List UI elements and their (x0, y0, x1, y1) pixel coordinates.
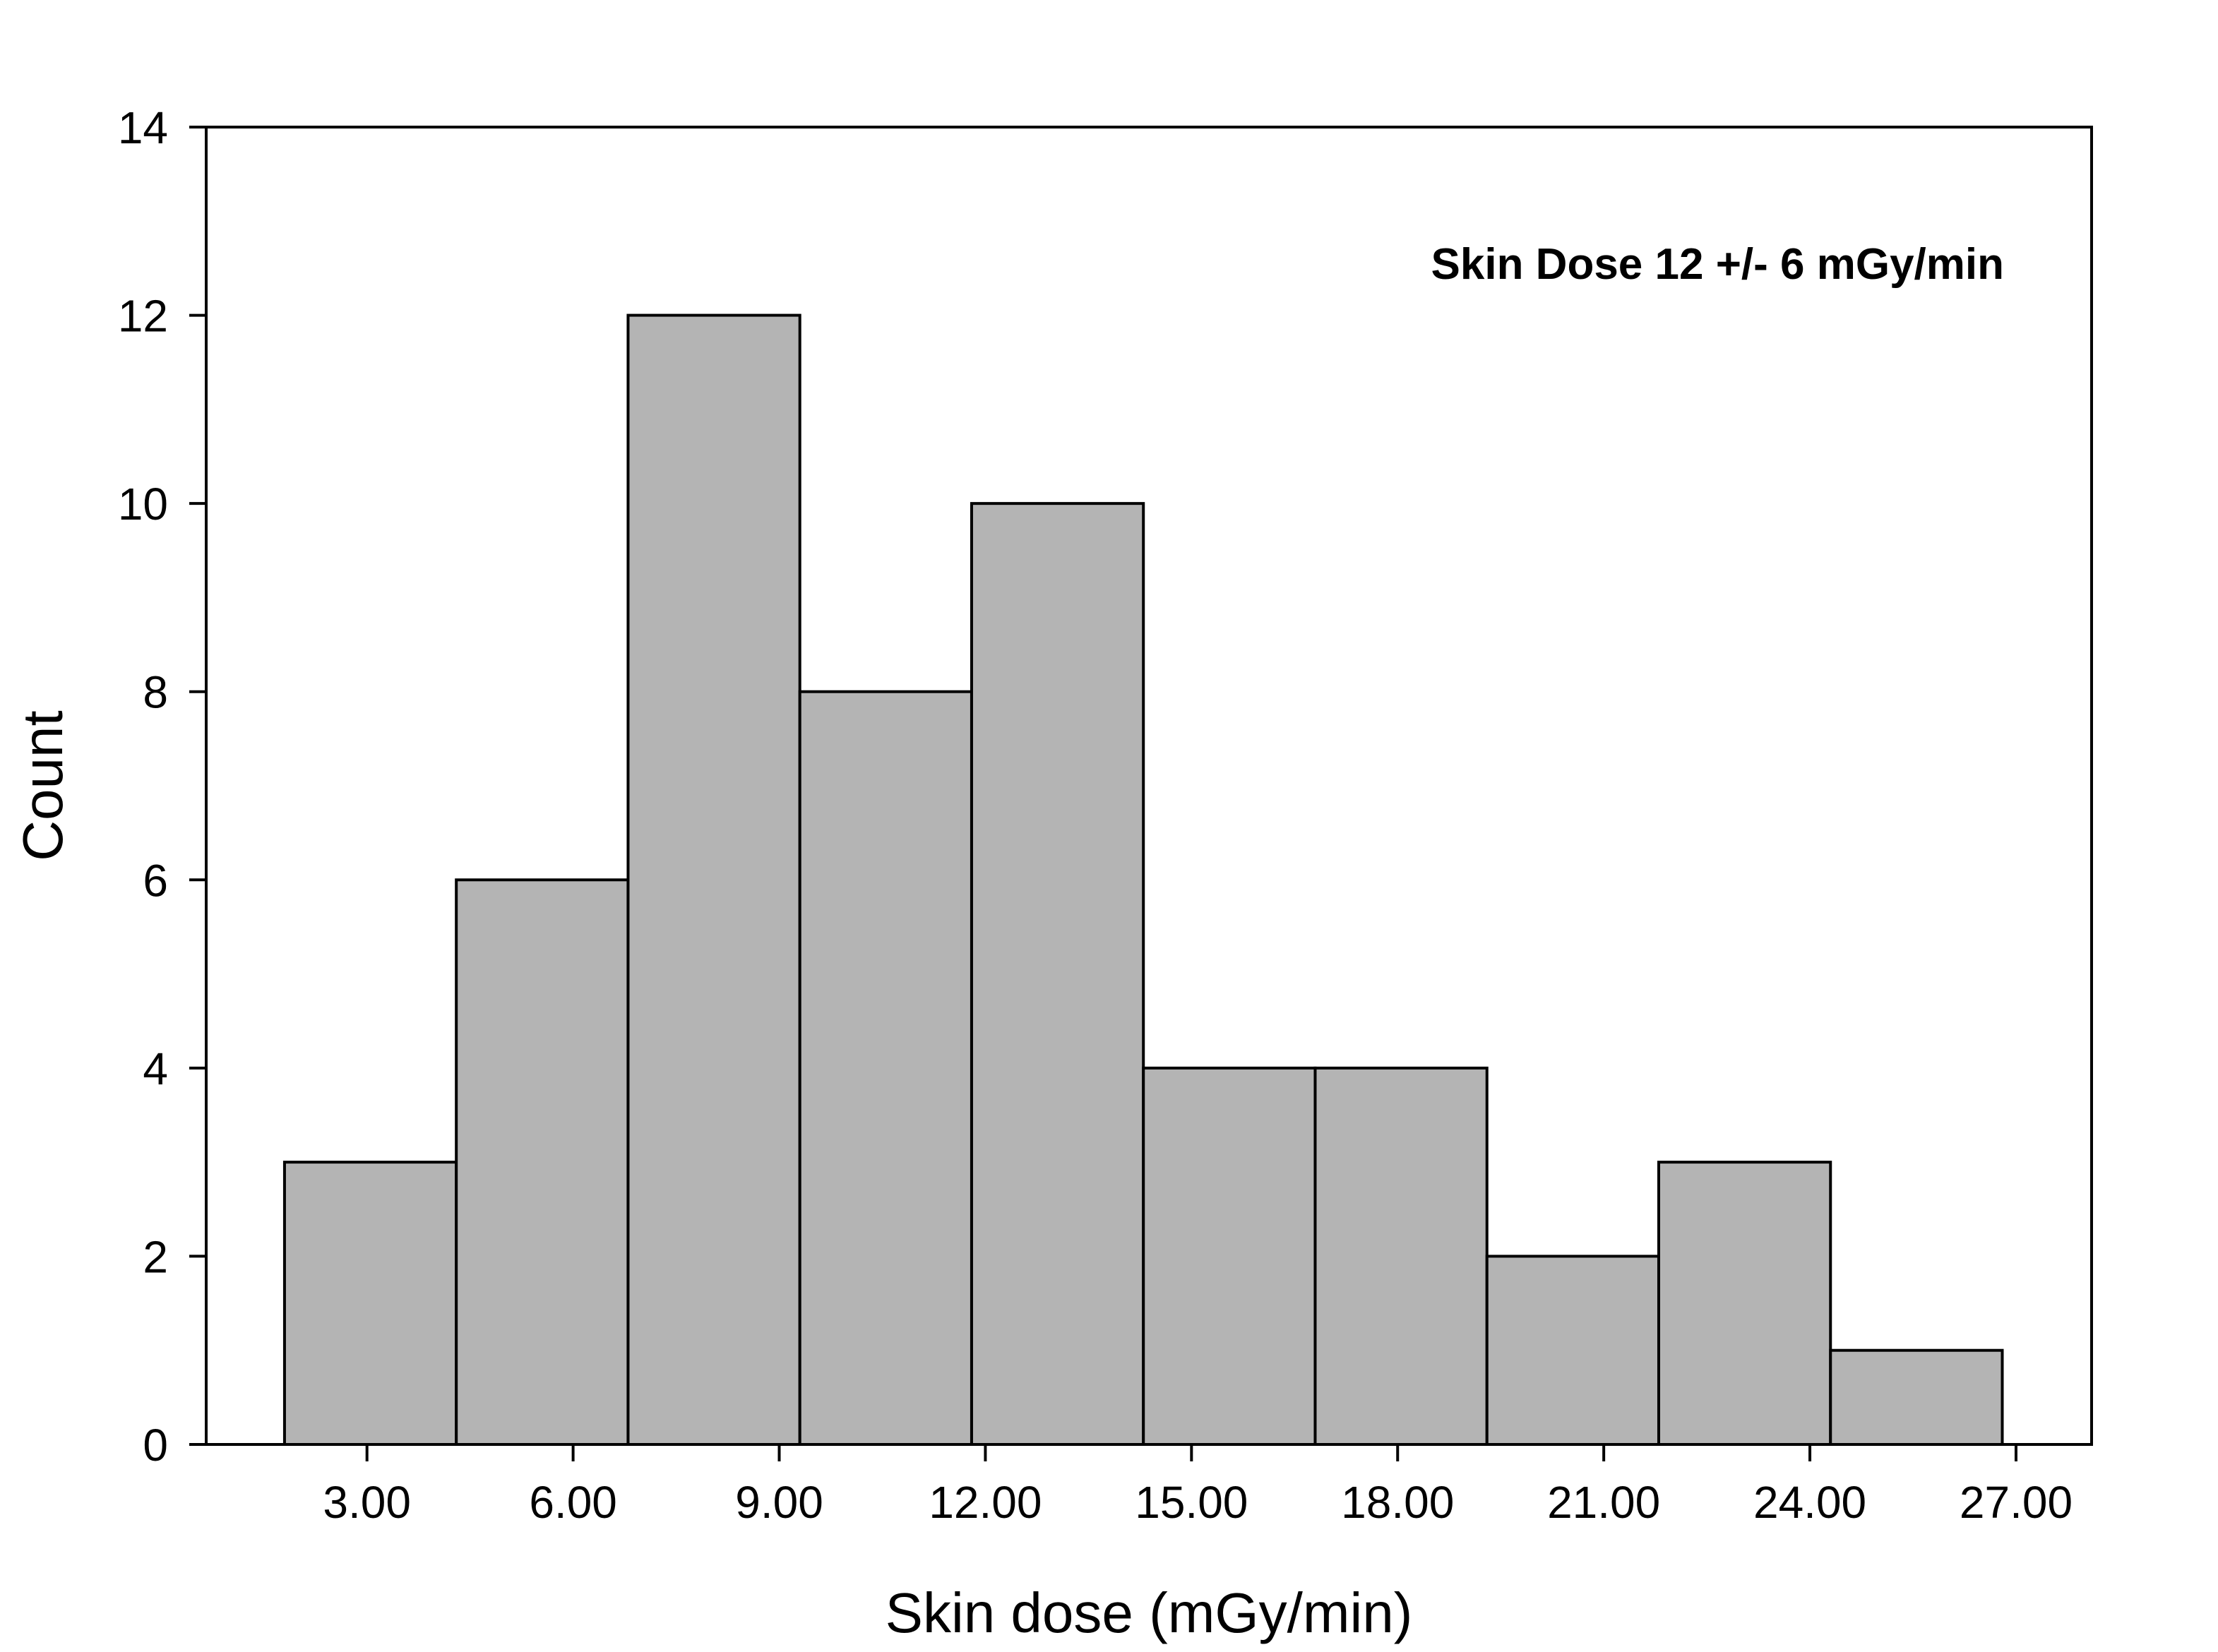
x-tick-label: 21.00 (1547, 1477, 1660, 1528)
histogram-bar-10 (1829, 1348, 2004, 1446)
histogram-bar-9 (1657, 1161, 1832, 1446)
y-axis-title: Count (11, 710, 74, 861)
plot-frame (205, 126, 2093, 1446)
histogram-bar-6 (1142, 1066, 1317, 1447)
histogram-bar-5 (970, 502, 1145, 1447)
y-tick-label: 8 (143, 667, 168, 718)
x-tick-label: 15.00 (1135, 1477, 1248, 1528)
x-tick-label: 24.00 (1753, 1477, 1866, 1528)
histogram-bar-2 (455, 878, 630, 1447)
histogram-bar-8 (1485, 1255, 1660, 1447)
y-tick-label: 4 (143, 1043, 168, 1094)
y-tick-label: 0 (143, 1420, 168, 1471)
x-tick-label: 3.00 (323, 1477, 411, 1528)
x-ticks-group: 3.00 6.00 9.00 12.00 15.00 18.00 21.00 24.00 27.… (323, 1444, 2073, 1528)
histogram-bar-4 (798, 690, 973, 1447)
y-ticks-group: 0 2 4 6 8 10 12 14 (118, 102, 206, 1471)
x-axis-title: Skin dose (mGy/min) (886, 1581, 1413, 1644)
y-tick-label: 2 (143, 1231, 168, 1282)
histogram-bar-3 (626, 313, 801, 1447)
histogram-bar-7 (1313, 1066, 1489, 1447)
y-tick-label: 10 (118, 479, 168, 529)
histogram-bar-1 (282, 1161, 458, 1446)
x-tick-label: 12.00 (929, 1477, 1042, 1528)
x-tick-label: 9.00 (735, 1477, 823, 1528)
x-tick-label: 27.00 (1960, 1477, 2073, 1528)
y-tick-label: 14 (118, 102, 168, 153)
bars-group (282, 313, 2004, 1447)
y-tick-label: 6 (143, 855, 168, 906)
annotation-text: Skin Dose 12 +/- 6 mGy/min (1431, 240, 2004, 289)
y-tick-label: 12 (118, 291, 168, 342)
x-tick-label: 6.00 (529, 1477, 617, 1528)
x-tick-label: 18.00 (1341, 1477, 1454, 1528)
